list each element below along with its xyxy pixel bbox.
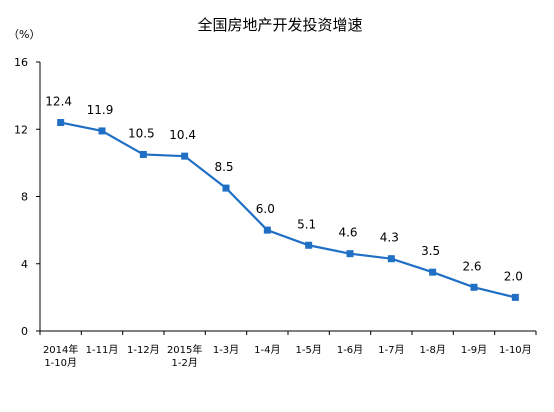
data-label: 2.0 — [504, 269, 523, 283]
data-labels: 12.4 11.9 10.5 10.4 8.5 6.0 5.1 4.6 4.3 3.5 2.6 2.0 — [45, 95, 523, 284]
y-tick-label: 12 — [14, 123, 28, 136]
data-point-marker — [346, 250, 354, 258]
data-point-marker — [263, 226, 271, 234]
data-point-marker — [222, 184, 230, 192]
data-label: 5.1 — [297, 217, 316, 231]
series-line — [57, 119, 519, 301]
x-tick-label: 1-9月 — [461, 344, 487, 356]
y-tick-label: 16 — [14, 56, 28, 69]
x-tick-label: 1-12月 — [127, 344, 160, 356]
x-axis-ticks: 2014年 1-10月 1-11月 1-12月 2015年 1-2月 1-3月 1-4月 1-5… — [39, 331, 537, 369]
chart-title: 全国房地产开发投资增速 — [197, 16, 362, 34]
y-tick-label: 8 — [21, 191, 28, 204]
x-tick-label: 1-11月 — [86, 344, 119, 356]
series-polyline — [60, 121, 516, 299]
x-tick-label: 2015年 1-2月 — [167, 343, 202, 369]
x-tick-label: 1-3月 — [213, 344, 239, 356]
data-label: 10.5 — [128, 126, 155, 140]
data-point-marker — [98, 127, 106, 135]
data-point-marker — [429, 268, 437, 276]
data-point-marker — [139, 150, 147, 158]
data-label: 11.9 — [87, 103, 114, 117]
axes — [39, 62, 536, 332]
data-point-marker — [305, 241, 313, 249]
data-label: 8.5 — [214, 160, 233, 174]
data-label: 3.5 — [421, 244, 440, 258]
x-tick-label: 2014年 1-10月 — [43, 343, 78, 369]
x-tick-label: 1-7月 — [378, 344, 404, 356]
data-label: 2.6 — [462, 259, 481, 273]
data-point-marker — [470, 283, 478, 291]
data-point-marker — [387, 255, 395, 263]
data-label: 6.0 — [256, 202, 275, 216]
y-unit-label: （%） — [8, 28, 40, 41]
y-axis-ticks: 0 4 8 12 16 — [14, 56, 40, 338]
x-tick-label: 1-8月 — [419, 344, 445, 356]
data-label: 10.4 — [169, 128, 196, 142]
x-tick-label: 1-5月 — [295, 344, 321, 356]
y-tick-label: 0 — [21, 325, 28, 338]
data-point-marker — [57, 119, 65, 127]
data-point-marker — [181, 152, 189, 160]
y-tick-label: 4 — [21, 258, 28, 271]
x-tick-label: 1-4月 — [254, 344, 280, 356]
data-label: 12.4 — [45, 95, 72, 109]
data-label: 4.3 — [380, 231, 399, 245]
x-tick-label: 1-10月 — [499, 344, 532, 356]
data-point-marker — [511, 293, 519, 301]
x-tick-label: 1-6月 — [337, 344, 363, 356]
data-label: 4.6 — [338, 226, 357, 240]
